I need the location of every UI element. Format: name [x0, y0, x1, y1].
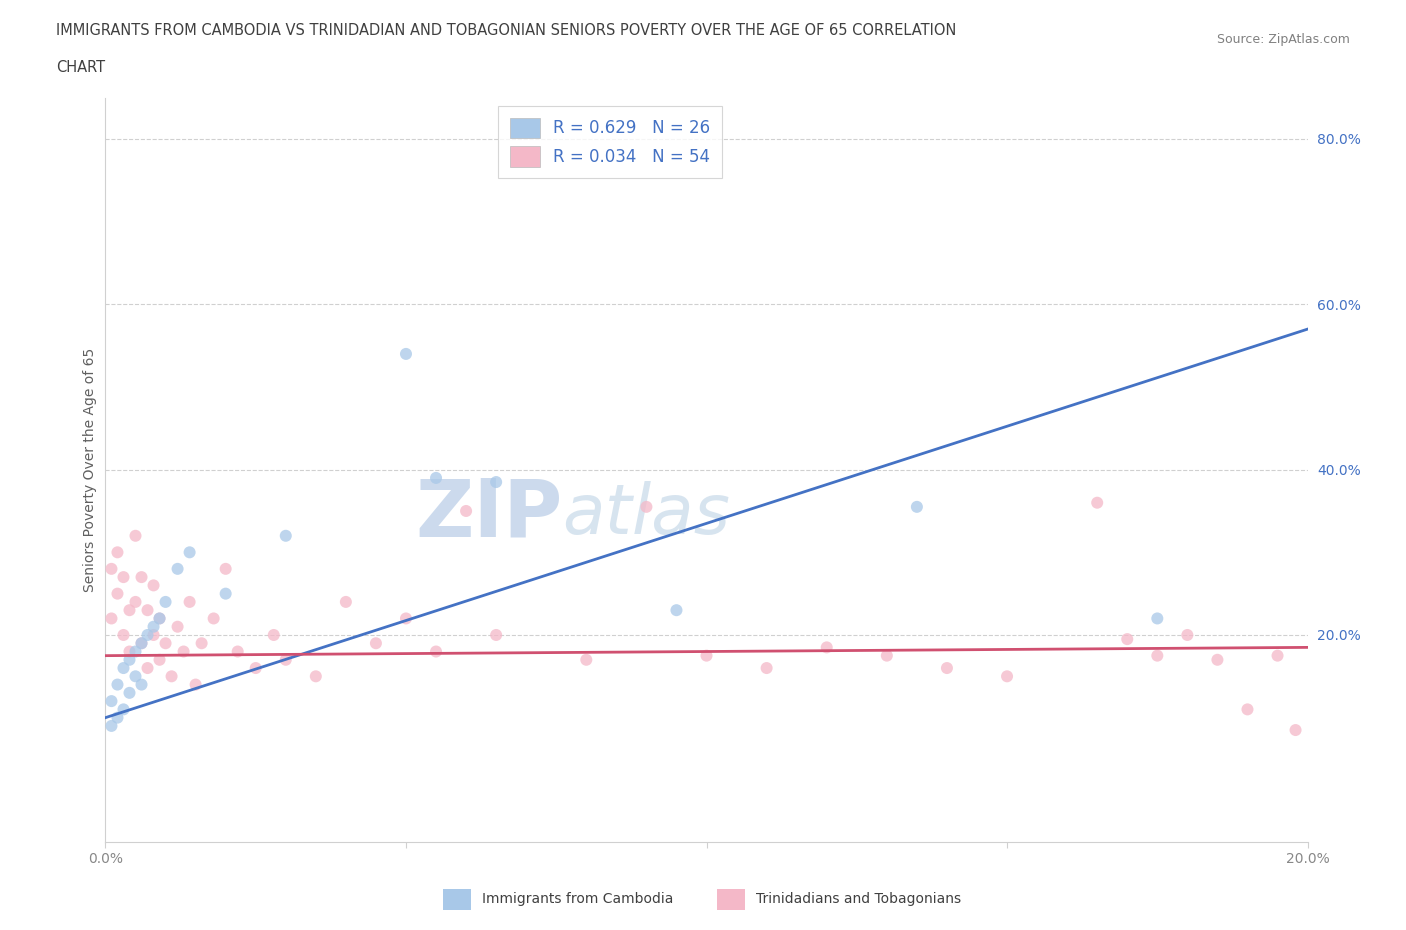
Point [190, 636, 212, 651]
Point [148, 611, 170, 626]
Point [485, 474, 508, 489]
Point [107, 545, 129, 560]
Text: Source: ZipAtlas.com: Source: ZipAtlas.com [1216, 33, 1350, 46]
Text: IMMIGRANTS FROM CAMBODIA VS TRINIDADIAN AND TOBAGONIAN SENIORS POVERTY OVER THE : IMMIGRANTS FROM CAMBODIA VS TRINIDADIAN … [56, 23, 956, 38]
Point [1085, 496, 1108, 511]
Point [179, 594, 201, 609]
Point [118, 652, 141, 667]
Point [274, 528, 297, 543]
Point [395, 611, 418, 626]
Y-axis label: Seniors Poverty Over the Age of 65: Seniors Poverty Over the Age of 65 [83, 348, 97, 591]
Point [112, 570, 135, 585]
Point [1146, 648, 1168, 663]
Point [112, 660, 135, 675]
Point [454, 503, 477, 518]
Point [166, 562, 188, 577]
Point [100, 611, 122, 626]
Point [425, 471, 447, 485]
Point [905, 499, 928, 514]
Point [136, 603, 159, 618]
Point [485, 628, 508, 643]
Point [364, 636, 387, 651]
Point [142, 619, 165, 634]
Point [155, 594, 177, 609]
Point [107, 586, 129, 601]
Point [118, 644, 141, 659]
Point [118, 603, 141, 618]
Point [274, 652, 297, 667]
Point [245, 660, 267, 675]
Point [636, 499, 658, 514]
Point [305, 669, 328, 684]
Point [214, 586, 236, 601]
Text: CHART: CHART [56, 60, 105, 75]
Text: Trinidadians and Tobagonians: Trinidadians and Tobagonians [756, 892, 962, 907]
Text: atlas: atlas [562, 481, 730, 548]
Point [214, 562, 236, 577]
Point [112, 628, 135, 643]
Point [107, 677, 129, 692]
Point [160, 669, 183, 684]
Point [263, 628, 285, 643]
Text: Immigrants from Cambodia: Immigrants from Cambodia [482, 892, 673, 907]
Point [124, 594, 146, 609]
Point [100, 694, 122, 709]
Point [100, 562, 122, 577]
Point [112, 702, 135, 717]
Point [179, 545, 201, 560]
Point [1284, 723, 1306, 737]
Point [100, 719, 122, 734]
Point [395, 347, 418, 362]
Point [876, 648, 898, 663]
Point [936, 660, 959, 675]
Point [173, 644, 195, 659]
Point [665, 603, 688, 618]
Point [202, 611, 225, 626]
Point [335, 594, 357, 609]
Point [148, 652, 170, 667]
Point [124, 669, 146, 684]
Point [136, 660, 159, 675]
Point [107, 711, 129, 725]
Point [425, 644, 447, 659]
Point [226, 644, 249, 659]
Point [755, 660, 778, 675]
Point [815, 640, 838, 655]
Point [155, 636, 177, 651]
Point [1175, 628, 1198, 643]
Point [131, 636, 153, 651]
Point [1267, 648, 1289, 663]
Point [131, 636, 153, 651]
Point [136, 628, 159, 643]
Point [995, 669, 1018, 684]
Point [142, 578, 165, 592]
Point [1206, 652, 1229, 667]
Point [142, 628, 165, 643]
Point [696, 648, 718, 663]
Point [148, 611, 170, 626]
Point [1236, 702, 1258, 717]
Point [124, 644, 146, 659]
Point [575, 652, 598, 667]
Point [131, 677, 153, 692]
Point [124, 528, 146, 543]
Point [131, 570, 153, 585]
Point [1116, 631, 1139, 646]
Point [166, 619, 188, 634]
Point [118, 685, 141, 700]
Text: ZIP: ZIP [415, 475, 562, 553]
Legend: R = 0.629   N = 26, R = 0.034   N = 54: R = 0.629 N = 26, R = 0.034 N = 54 [499, 106, 723, 179]
Point [184, 677, 207, 692]
Point [1146, 611, 1168, 626]
